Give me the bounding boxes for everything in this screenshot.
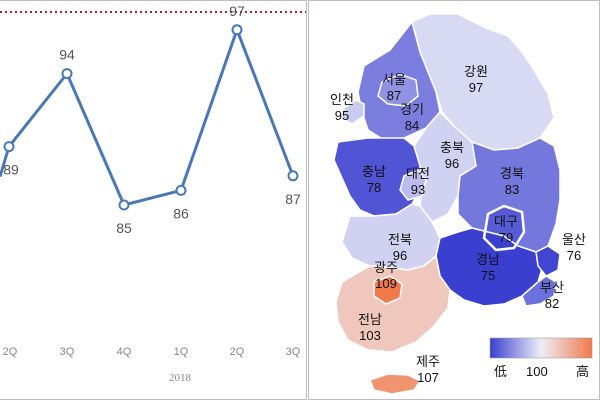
region-name-label: 울산 bbox=[562, 232, 586, 247]
x-tick-label: 2Q bbox=[3, 346, 18, 358]
region-name-label: 인천 bbox=[330, 92, 354, 107]
x-tick-label: 3Q bbox=[286, 346, 301, 358]
region-value-label: 79 bbox=[499, 230, 513, 245]
data-point bbox=[231, 24, 243, 36]
region-name-label: 경남 bbox=[476, 252, 500, 267]
data-label: 97 bbox=[229, 3, 245, 19]
legend-gradient-bar bbox=[489, 337, 593, 359]
data-label: 86 bbox=[173, 205, 189, 221]
legend: 低 100 高 bbox=[489, 337, 593, 379]
region-name-label: 전북 bbox=[388, 232, 412, 247]
region-대전 bbox=[399, 169, 427, 201]
region-outline-대구 bbox=[482, 204, 526, 252]
region-value-label: 78 bbox=[367, 180, 381, 195]
korea-map-panel: 서울 87 인천 95 경기 84 강원 97 충북 96 충남 78 대전 93 경북 83 대구 79 전북 96… bbox=[308, 0, 600, 400]
region-value-label: 82 bbox=[545, 296, 559, 311]
data-label: 85 bbox=[116, 220, 132, 236]
region-name-label: 전남 bbox=[358, 312, 382, 327]
line-chart: 89 94 85 86 97 87 2Q 3Q 4Q 1Q 2Q 3Q 2018 bbox=[0, 3, 306, 384]
data-point bbox=[175, 184, 187, 196]
region-전남 bbox=[335, 254, 451, 353]
region-name-label: 제주 bbox=[416, 354, 440, 369]
data-point bbox=[3, 141, 15, 153]
data-labels: 89 94 85 86 97 87 bbox=[3, 3, 301, 236]
data-point bbox=[118, 199, 130, 211]
legend-mid-label: 100 bbox=[526, 364, 548, 379]
region-부산 bbox=[521, 275, 557, 307]
region-서울 bbox=[377, 73, 419, 107]
region-value-label: 84 bbox=[405, 118, 419, 133]
data-point bbox=[61, 68, 73, 80]
region-name-label: 대구 bbox=[494, 214, 518, 229]
region-value-label: 87 bbox=[387, 88, 401, 103]
data-label: 89 bbox=[3, 162, 19, 178]
year-label: 2018 bbox=[169, 372, 192, 384]
region-name-label: 충남 bbox=[362, 164, 386, 179]
region-value-label: 95 bbox=[335, 108, 349, 123]
region-name-label: 경북 bbox=[500, 166, 524, 181]
region-value-label: 97 bbox=[469, 80, 483, 95]
region-value-label: 96 bbox=[393, 248, 407, 263]
legend-low-label: 低 bbox=[494, 364, 507, 379]
region-name-label: 강원 bbox=[464, 64, 488, 79]
data-point bbox=[287, 170, 299, 182]
right-panel-border bbox=[308, 0, 600, 400]
region-value-label: 109 bbox=[375, 276, 397, 291]
data-label: 87 bbox=[285, 191, 301, 207]
region-value-label: 103 bbox=[359, 328, 381, 343]
region-value-label: 75 bbox=[481, 268, 495, 283]
region-울산 bbox=[535, 245, 561, 277]
region-name-label: 광주 bbox=[374, 260, 398, 275]
region-name-label: 대전 bbox=[406, 166, 430, 181]
region-value-label: 93 bbox=[411, 182, 425, 197]
regions bbox=[333, 13, 561, 395]
region-name-label: 경기 bbox=[400, 102, 424, 117]
region-제주 bbox=[369, 373, 422, 395]
region-value-label: 96 bbox=[445, 156, 459, 171]
legend-high-label: 高 bbox=[576, 364, 589, 379]
region-인천 bbox=[341, 99, 365, 125]
x-tick-label: 4Q bbox=[117, 346, 132, 358]
left-panel-border bbox=[0, 0, 307, 400]
region-광주 bbox=[373, 275, 403, 305]
data-label: 94 bbox=[59, 47, 75, 63]
x-tick-label: 2Q bbox=[230, 346, 245, 358]
x-tick-label: 1Q bbox=[174, 346, 189, 358]
region-value-label: 76 bbox=[567, 248, 581, 263]
data-points bbox=[3, 24, 299, 211]
x-tick-label: 3Q bbox=[60, 346, 75, 358]
region-name-label: 서울 bbox=[382, 72, 406, 87]
region-name-label: 충북 bbox=[440, 140, 464, 155]
region-value-label: 83 bbox=[505, 182, 519, 197]
region-value-label: 107 bbox=[417, 370, 439, 385]
region-name-label: 부산 bbox=[540, 280, 564, 295]
x-tick-labels: 2Q 3Q 4Q 1Q 2Q 3Q bbox=[3, 346, 301, 358]
